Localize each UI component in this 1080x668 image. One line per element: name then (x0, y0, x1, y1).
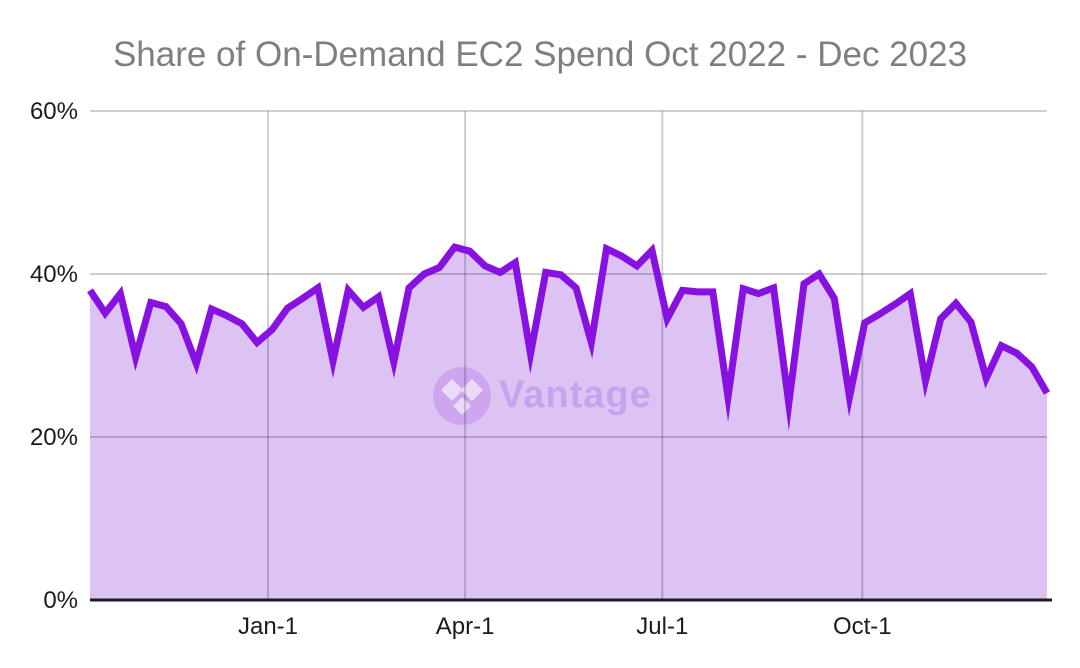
y-tick-label: 20% (30, 424, 78, 451)
vantage-watermark: Vantage (433, 367, 652, 425)
y-tick-label: 0% (43, 587, 78, 614)
y-tick-label: 40% (30, 261, 78, 288)
x-tick-label: Jan-1 (238, 613, 298, 640)
y-tick-label: 60% (30, 98, 78, 125)
vantage-logo-icon (433, 367, 491, 425)
trend-line (87, 243, 1051, 431)
gridlines (90, 110, 1047, 600)
x-tick-label: Jul-1 (636, 613, 688, 640)
vantage-wordmark: Vantage (499, 374, 652, 416)
x-tick-label: Oct-1 (833, 613, 892, 640)
x-axis-labels: Jan-1 Apr-1 Jul-1 Oct-1 (238, 613, 892, 640)
vantage-logo-diamonds-icon (441, 379, 483, 415)
chart-title: Share of On-Demand EC2 Spend Oct 2022 - … (113, 35, 967, 74)
y-axis-labels: 0% 20% 40% 60% (30, 98, 78, 614)
x-tick-label: Apr-1 (436, 613, 495, 640)
area-layer (90, 247, 1047, 600)
area-fill (90, 247, 1047, 600)
line-layer (87, 243, 1051, 431)
